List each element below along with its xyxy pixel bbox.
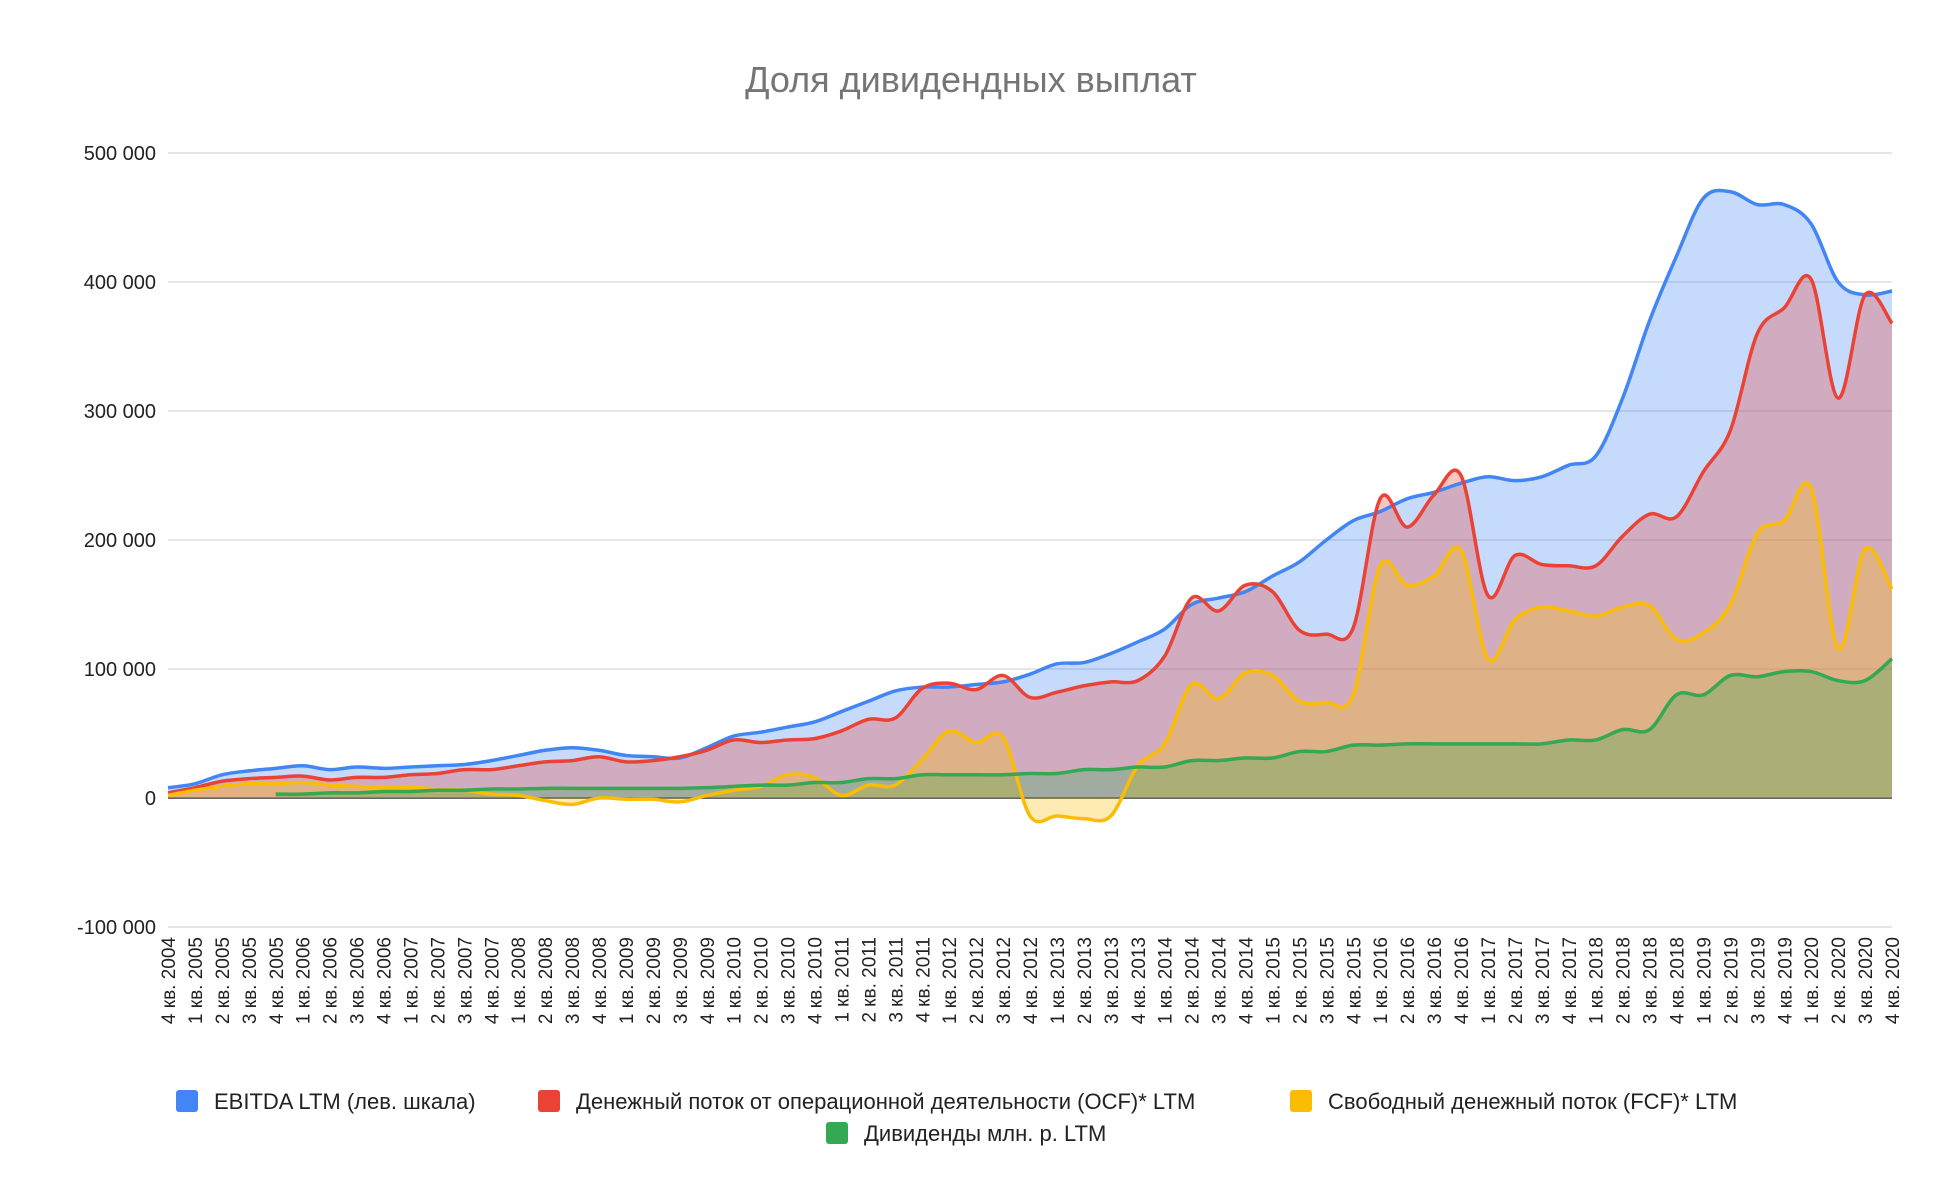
y-tick-label: -100 000 [77, 917, 156, 939]
x-tick-label: 4 кв. 2012 [1021, 937, 1042, 1024]
series-area [275, 658, 1892, 798]
x-tick-label: 1 кв. 2006 [294, 937, 315, 1024]
x-tick-label: 4 кв. 2010 [806, 937, 827, 1024]
grid [168, 152, 1892, 928]
x-tick-label: 3 кв. 2019 [1748, 937, 1769, 1024]
x-tick-label: 1 кв. 2015 [1263, 937, 1284, 1024]
series-line [167, 188, 1893, 790]
x-tick-label: 3 кв. 2020 [1856, 937, 1877, 1024]
y-tick-label: 0 [145, 788, 156, 810]
legend-swatch [1290, 1090, 1312, 1112]
chart-title: Доля дивидендных выплат [745, 59, 1197, 100]
x-tick-label: 3 кв. 2017 [1533, 937, 1554, 1024]
legend: EBITDA LTM (лев. шкала) Денежный поток от… [176, 1089, 1737, 1146]
x-tick-label: 2 кв. 2005 [213, 937, 234, 1024]
series-area [168, 275, 1892, 798]
x-tick-label: 2 кв. 2015 [1290, 937, 1311, 1024]
legend-item: EBITDA LTM (лев. шкала) [176, 1089, 476, 1114]
x-tick-label: 1 кв. 2011 [832, 937, 853, 1023]
x-tick-label: 2 кв. 2006 [321, 937, 342, 1024]
x-tick-label: 2 кв. 2008 [536, 937, 557, 1024]
y-tick-label: 400 000 [84, 272, 156, 294]
series-lines [167, 188, 1894, 824]
x-tick-label: 3 кв. 2016 [1425, 937, 1446, 1024]
x-tick-label: 4 кв. 2008 [590, 937, 611, 1024]
x-tick-label: 2 кв. 2010 [752, 937, 773, 1024]
x-tick-label: 4 кв. 2015 [1344, 937, 1365, 1024]
x-tick-label: 2 кв. 2007 [428, 937, 449, 1024]
x-tick-label: 3 кв. 2005 [240, 937, 261, 1024]
series-area [168, 190, 1892, 798]
legend-label: Дивиденды млн. р. LTM [864, 1121, 1106, 1146]
x-tick-label: 1 кв. 2007 [401, 937, 422, 1024]
legend-item: Дивиденды млн. р. LTM [826, 1121, 1106, 1146]
x-axis: 4 кв. 2004 1 кв. 2005 2 кв. 2005 3 кв. 2005… [159, 937, 1904, 1025]
x-tick-label: 4 кв. 2019 [1775, 937, 1796, 1024]
x-tick-label: 3 кв. 2014 [1210, 937, 1231, 1025]
x-tick-label: 1 кв. 2016 [1371, 937, 1392, 1024]
x-tick-label: 1 кв. 2013 [1048, 937, 1069, 1024]
x-tick-label: 3 кв. 2009 [671, 937, 692, 1024]
legend-item: Денежный поток от операционной деятельно… [538, 1089, 1195, 1114]
x-tick-label: 4 кв. 2005 [267, 937, 288, 1024]
x-tick-label: 4 кв. 2004 [159, 937, 180, 1025]
y-tick-label: 200 000 [84, 530, 156, 552]
x-tick-label: 4 кв. 2020 [1883, 937, 1904, 1024]
y-tick-label: 500 000 [84, 143, 156, 165]
series-areas [168, 190, 1892, 822]
x-tick-label: 1 кв. 2018 [1587, 937, 1608, 1024]
x-tick-label: 2 кв. 2011 [859, 937, 880, 1023]
x-tick-label: 3 кв. 2008 [563, 937, 584, 1024]
x-tick-label: 1 кв. 2008 [509, 937, 530, 1024]
x-tick-label: 4 кв. 2006 [375, 937, 396, 1024]
legend-item: Свободный денежный поток (FCF)* LTM [1290, 1089, 1737, 1114]
x-tick-label: 4 кв. 2017 [1560, 937, 1581, 1024]
x-tick-label: 2 кв. 2014 [1183, 937, 1204, 1025]
y-tick-label: 100 000 [84, 659, 156, 681]
x-tick-label: 2 кв. 2020 [1829, 937, 1850, 1024]
y-axis: 500 000 400 000 300 000 200 000 100 000 0 -100… [77, 143, 156, 939]
x-tick-label: 4 кв. 2016 [1452, 937, 1473, 1024]
legend-label: Денежный поток от операционной деятельно… [576, 1089, 1195, 1114]
x-tick-label: 4 кв. 2011 [913, 937, 934, 1023]
x-tick-label: 1 кв. 2017 [1479, 937, 1500, 1024]
x-tick-label: 3 кв. 2015 [1317, 937, 1338, 1024]
x-tick-label: 1 кв. 2014 [1156, 937, 1177, 1025]
x-tick-label: 1 кв. 2019 [1694, 937, 1715, 1024]
x-tick-label: 4 кв. 2009 [698, 937, 719, 1024]
legend-label: EBITDA LTM (лев. шкала) [214, 1089, 476, 1114]
x-tick-label: 4 кв. 2013 [1129, 937, 1150, 1024]
x-tick-label: 4 кв. 2014 [1237, 937, 1258, 1025]
x-tick-label: 2 кв. 2017 [1506, 937, 1527, 1024]
x-tick-label: 1 кв. 2005 [186, 937, 207, 1024]
x-tick-label: 3 кв. 2018 [1641, 937, 1662, 1024]
x-tick-label: 3 кв. 2007 [455, 937, 476, 1024]
series-line [167, 274, 1894, 795]
x-tick-label: 3 кв. 2011 [886, 937, 907, 1023]
x-tick-label: 3 кв. 2012 [994, 937, 1015, 1024]
y-tick-label: 300 000 [84, 401, 156, 423]
x-tick-label: 2 кв. 2019 [1721, 937, 1742, 1024]
x-tick-label: 2 кв. 2009 [644, 937, 665, 1024]
x-tick-label: 1 кв. 2012 [940, 937, 961, 1024]
legend-swatch [538, 1090, 560, 1112]
x-tick-label: 1 кв. 2009 [617, 937, 638, 1024]
x-tick-label: 2 кв. 2018 [1614, 937, 1635, 1024]
x-tick-label: 4 кв. 2018 [1668, 937, 1689, 1024]
series-line [275, 657, 1894, 796]
x-tick-label: 2 кв. 2013 [1075, 937, 1096, 1024]
x-tick-label: 3 кв. 2010 [779, 937, 800, 1024]
x-tick-label: 2 кв. 2016 [1398, 937, 1419, 1024]
series-area [168, 482, 1892, 822]
x-tick-label: 4 кв. 2007 [482, 937, 503, 1024]
legend-swatch [826, 1122, 848, 1144]
x-tick-label: 1 кв. 2010 [725, 937, 746, 1024]
legend-swatch [176, 1090, 198, 1112]
x-tick-label: 1 кв. 2020 [1802, 937, 1823, 1024]
x-tick-label: 3 кв. 2006 [348, 937, 369, 1024]
legend-label: Свободный денежный поток (FCF)* LTM [1328, 1089, 1737, 1114]
x-tick-label: 2 кв. 2012 [967, 937, 988, 1024]
x-tick-label: 3 кв. 2013 [1102, 937, 1123, 1024]
